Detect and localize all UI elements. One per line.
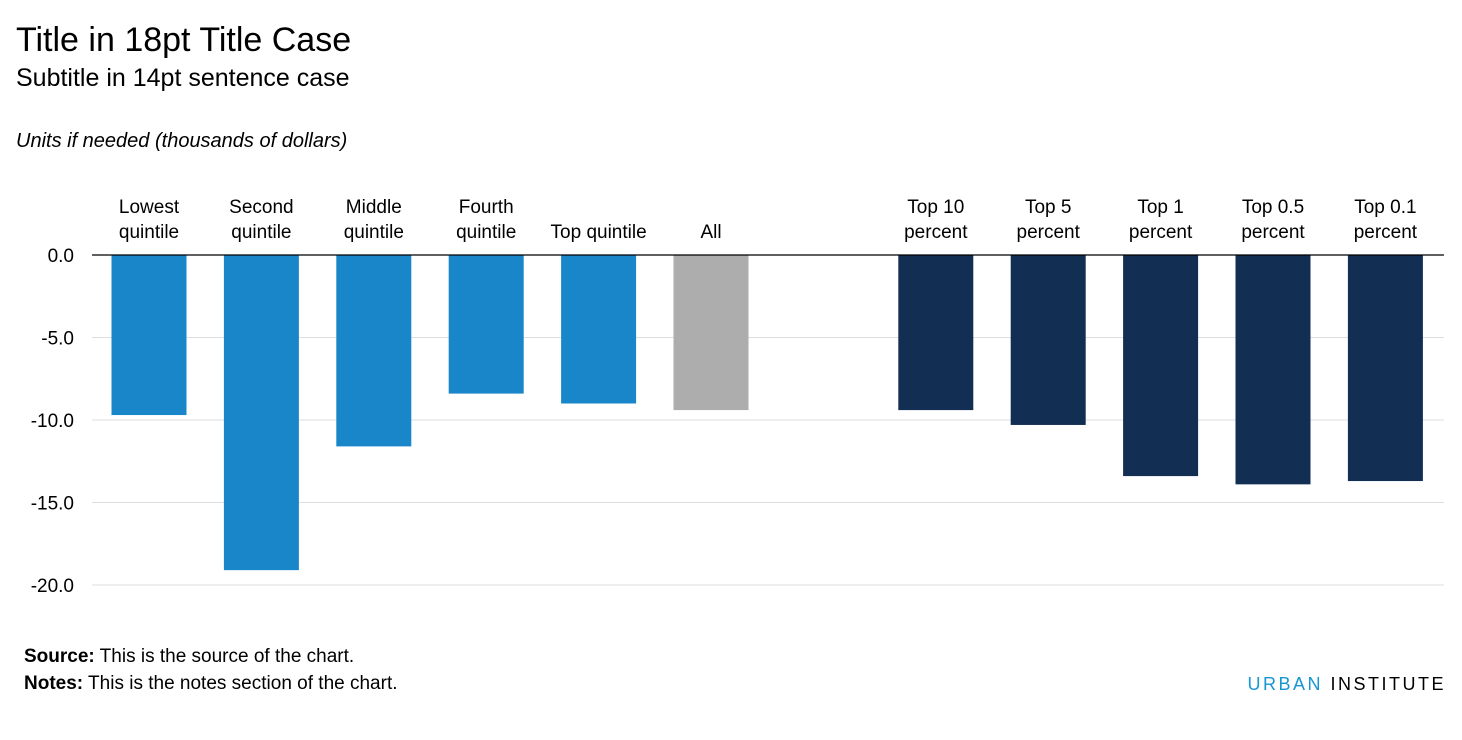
category-label: quintile (231, 222, 291, 243)
notes-line: Notes: This is the notes section of the … (24, 670, 398, 697)
category-label: quintile (456, 222, 516, 243)
chart-subtitle: Subtitle in 14pt sentence case (16, 64, 350, 92)
y-tick-label: -15.0 (31, 494, 74, 515)
logo-urban: URBAN (1247, 674, 1323, 694)
category-label: quintile (344, 222, 404, 243)
category-label: Top 5 (1025, 197, 1071, 218)
bar (1235, 255, 1311, 485)
bar (898, 255, 974, 411)
y-tick-label: -20.0 (31, 576, 74, 597)
bar (336, 255, 412, 447)
bar (223, 255, 299, 571)
category-label: All (700, 222, 721, 243)
category-label: percent (1129, 222, 1193, 243)
bar (561, 255, 637, 404)
bar (1123, 255, 1199, 477)
category-label: percent (1354, 222, 1418, 243)
category-label: percent (1017, 222, 1081, 243)
urban-institute-logo: URBAN INSTITUTE (1247, 673, 1446, 695)
category-label: Middle (346, 197, 402, 218)
category-label: Top 0.5 (1242, 197, 1304, 218)
chart-footer: Source: This is the source of the chart.… (24, 643, 398, 697)
source-line: Source: This is the source of the chart. (24, 643, 398, 670)
category-label: Top 10 (907, 197, 964, 218)
bar-chart: 0.0 -5.0 -10.0 -15.0 -20.0 Lowest quintile Seco… (31, 197, 1444, 597)
bar (448, 255, 524, 394)
chart-title: Title in 18pt Title Case (16, 21, 352, 59)
bar (1347, 255, 1423, 482)
bar (111, 255, 187, 416)
logo-institute: INSTITUTE (1330, 674, 1446, 694)
category-label: quintile (119, 222, 179, 243)
category-label: Lowest (119, 197, 180, 218)
category-label: Fourth (459, 197, 514, 218)
y-tick-label: -5.0 (41, 329, 74, 350)
category-label: percent (1241, 222, 1305, 243)
y-tick-label: -10.0 (31, 411, 74, 432)
category-label: Top 1 (1137, 197, 1183, 218)
y-tick-label: 0.0 (48, 246, 74, 267)
category-label: Second (229, 197, 293, 218)
category-label: Top 0.1 (1354, 197, 1416, 218)
y-axis-units-label: Units if needed (thousands of dollars) (16, 130, 348, 152)
notes-label: Notes: (24, 673, 84, 694)
source-label: Source: (24, 646, 95, 667)
source-text: This is the source of the chart. (94, 646, 355, 667)
bar (1010, 255, 1086, 425)
category-label: Top quintile (551, 222, 647, 243)
notes-text: This is the notes section of the chart. (83, 673, 398, 694)
bar (673, 255, 749, 411)
category-label: percent (904, 222, 968, 243)
